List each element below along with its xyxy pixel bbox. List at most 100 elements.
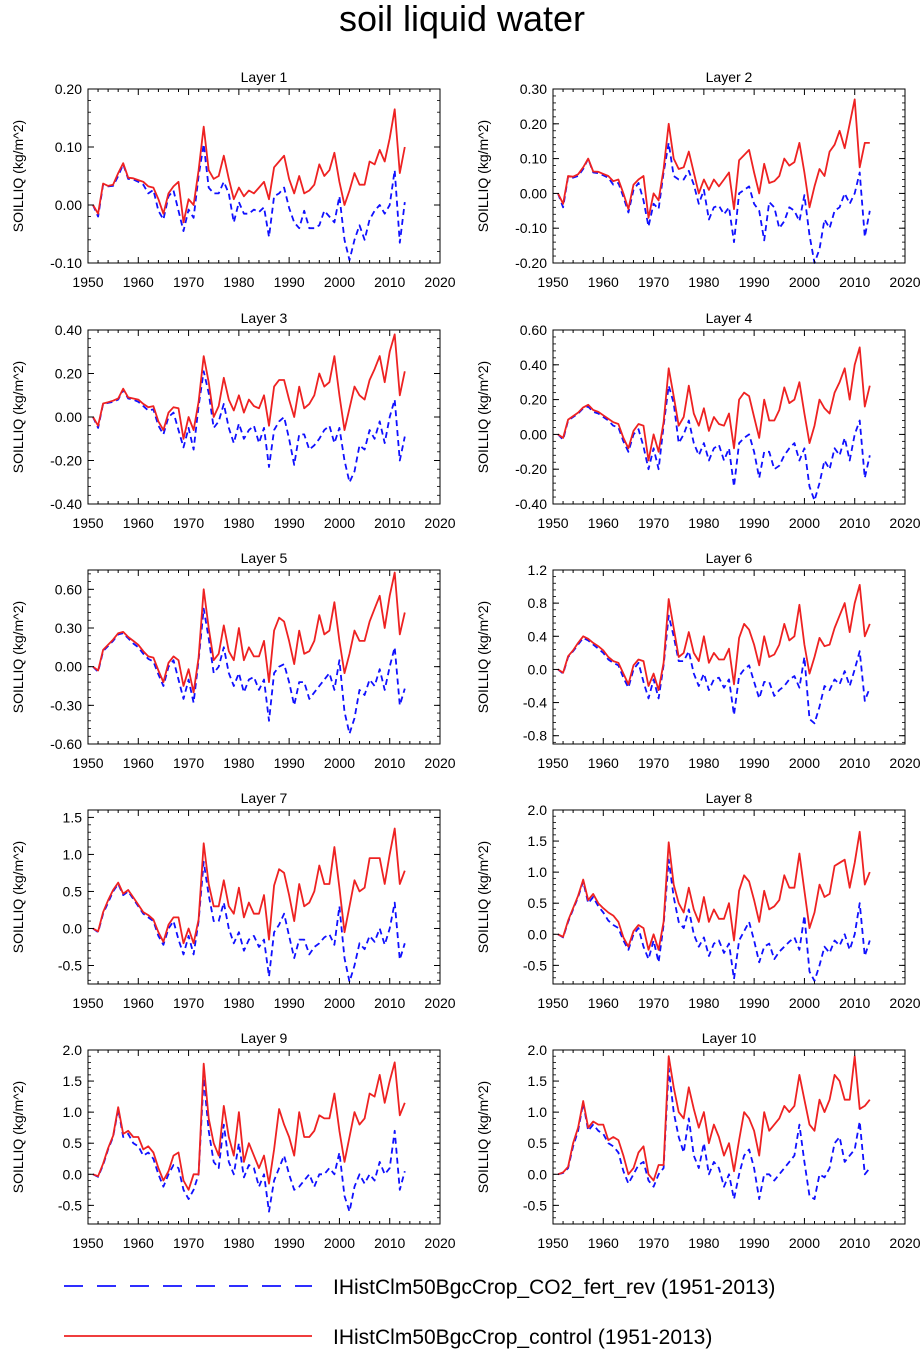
x-tick-label: 1960 xyxy=(588,274,619,290)
x-tick-label: 1970 xyxy=(173,1235,204,1251)
series-line-co2 xyxy=(92,860,406,983)
x-tick-label: 1970 xyxy=(638,515,669,531)
x-tick-label: 1990 xyxy=(739,515,770,531)
x-tick-label: 2000 xyxy=(324,274,355,290)
x-tick-label: 2010 xyxy=(374,995,405,1011)
x-tick-label: 1980 xyxy=(688,515,719,531)
y-tick-label: 2.0 xyxy=(528,1042,548,1058)
series-line-co2 xyxy=(92,607,406,735)
series-line-control xyxy=(557,1055,871,1182)
y-tick-label: 0.00 xyxy=(520,185,547,201)
y-tick-label: 0.20 xyxy=(55,366,82,382)
series-line-co2 xyxy=(557,614,871,725)
x-tick-label: 2000 xyxy=(789,274,820,290)
series-line-co2 xyxy=(557,141,871,264)
x-tick-label: 1990 xyxy=(274,274,305,290)
x-tick-label: 2000 xyxy=(789,1235,820,1251)
x-tick-label: 1950 xyxy=(72,755,103,771)
y-tick-label: 0.30 xyxy=(55,620,82,636)
x-tick-label: 2000 xyxy=(789,515,820,531)
x-tick-label: 2020 xyxy=(889,1235,920,1251)
panel-title: Layer 1 xyxy=(241,69,288,85)
y-tick-label: 0.5 xyxy=(528,1135,548,1151)
x-tick-label: 1970 xyxy=(638,755,669,771)
x-tick-label: 1980 xyxy=(688,755,719,771)
x-tick-label: 1980 xyxy=(688,995,719,1011)
y-tick-label: 1.0 xyxy=(528,864,548,880)
x-tick-label: 1990 xyxy=(274,995,305,1011)
panel-title: Layer 4 xyxy=(706,310,753,326)
x-tick-label: 1960 xyxy=(123,755,154,771)
x-tick-label: 1960 xyxy=(588,515,619,531)
y-tick-label: -0.40 xyxy=(50,496,82,512)
y-tick-label: 1.0 xyxy=(528,1104,548,1120)
series-line-control xyxy=(557,346,871,462)
y-tick-label: 2.0 xyxy=(63,1042,83,1058)
legend-label-co2: IHistClm50BgcCrop_CO2_fert_rev (1951-201… xyxy=(333,1276,775,1299)
y-tick-label: 0.10 xyxy=(55,139,82,155)
x-tick-label: 1970 xyxy=(638,1235,669,1251)
plot-frame xyxy=(87,329,441,505)
panel-6: Layer 6 SOILLIQ (kg/m^2) 1950 1960 1970 1980 1… xyxy=(475,550,921,771)
y-tick-label: 1.0 xyxy=(63,1104,83,1120)
series-line-co2 xyxy=(557,858,871,982)
x-tick-label: 1950 xyxy=(72,274,103,290)
x-tick-label: 1970 xyxy=(173,515,204,531)
x-tick-label: 1980 xyxy=(223,995,254,1011)
panel-10: Layer 10 SOILLIQ (kg/m^2) 1950 1960 1970 1980… xyxy=(475,1030,921,1251)
y-tick-label: 0.20 xyxy=(520,392,547,408)
y-tick-label: 0.5 xyxy=(63,1135,83,1151)
y-axis-label: SOILLIQ (kg/m^2) xyxy=(10,361,26,473)
y-tick-label: 0.5 xyxy=(528,895,548,911)
x-tick-label: 2000 xyxy=(324,1235,355,1251)
x-tick-label: 2020 xyxy=(424,515,455,531)
x-tick-label: 2010 xyxy=(839,274,870,290)
y-tick-label: 0.60 xyxy=(520,322,547,338)
x-tick-label: 1990 xyxy=(739,755,770,771)
y-axis-label: SOILLIQ (kg/m^2) xyxy=(10,1081,26,1193)
y-tick-label: 1.2 xyxy=(528,562,548,578)
series-line-co2 xyxy=(557,384,871,502)
y-tick-label: 0.00 xyxy=(55,197,82,213)
y-tick-label: 0.8 xyxy=(528,595,548,611)
x-tick-label: 2020 xyxy=(424,995,455,1011)
panel-title: Layer 2 xyxy=(706,69,753,85)
panel-title: Layer 6 xyxy=(706,550,753,566)
panel-title: Layer 3 xyxy=(241,310,288,326)
x-tick-label: 1970 xyxy=(638,995,669,1011)
series-line-control xyxy=(92,1061,406,1191)
y-tick-label: 1.5 xyxy=(528,833,548,849)
y-tick-label: -0.10 xyxy=(50,255,82,271)
x-tick-label: 2000 xyxy=(324,995,355,1011)
panels: Layer 1 SOILLIQ (kg/m^2) 1950 1960 1970 1980 1… xyxy=(10,69,921,1251)
y-axis-label: SOILLIQ (kg/m^2) xyxy=(10,841,26,953)
x-tick-label: 2000 xyxy=(324,755,355,771)
panel-7: Layer 7 SOILLIQ (kg/m^2) 1950 1960 1970 1980 1… xyxy=(10,790,456,1011)
series-line-control xyxy=(557,98,870,219)
y-tick-label: -0.10 xyxy=(515,220,547,236)
x-tick-label: 1950 xyxy=(537,515,568,531)
x-tick-label: 1970 xyxy=(638,274,669,290)
y-tick-label: -0.20 xyxy=(515,461,547,477)
y-tick-label: 1.5 xyxy=(63,1073,83,1089)
y-axis-label: SOILLIQ (kg/m^2) xyxy=(475,1081,491,1193)
x-tick-label: 2000 xyxy=(789,995,820,1011)
y-tick-label: 0.0 xyxy=(63,1166,83,1182)
y-tick-label: 0.20 xyxy=(520,116,547,132)
y-tick-label: 0.5 xyxy=(63,883,83,899)
legend: IHistClm50BgcCrop_CO2_fert_rev (1951-201… xyxy=(64,1276,775,1349)
plot-frame xyxy=(87,88,441,264)
x-tick-label: 1960 xyxy=(123,274,154,290)
y-axis-label: SOILLIQ (kg/m^2) xyxy=(475,361,491,473)
series-line-control xyxy=(557,584,871,691)
y-tick-label: 0.10 xyxy=(520,151,547,167)
x-tick-label: 1960 xyxy=(588,755,619,771)
y-tick-label: 0.40 xyxy=(55,322,82,338)
plot-frame xyxy=(87,569,441,745)
y-axis-label: SOILLIQ (kg/m^2) xyxy=(475,601,491,713)
y-tick-label: -0.5 xyxy=(523,957,547,973)
plot-frame xyxy=(552,809,906,985)
y-tick-label: 0.0 xyxy=(528,926,548,942)
x-tick-label: 1990 xyxy=(274,515,305,531)
plot-frame xyxy=(87,1049,441,1225)
